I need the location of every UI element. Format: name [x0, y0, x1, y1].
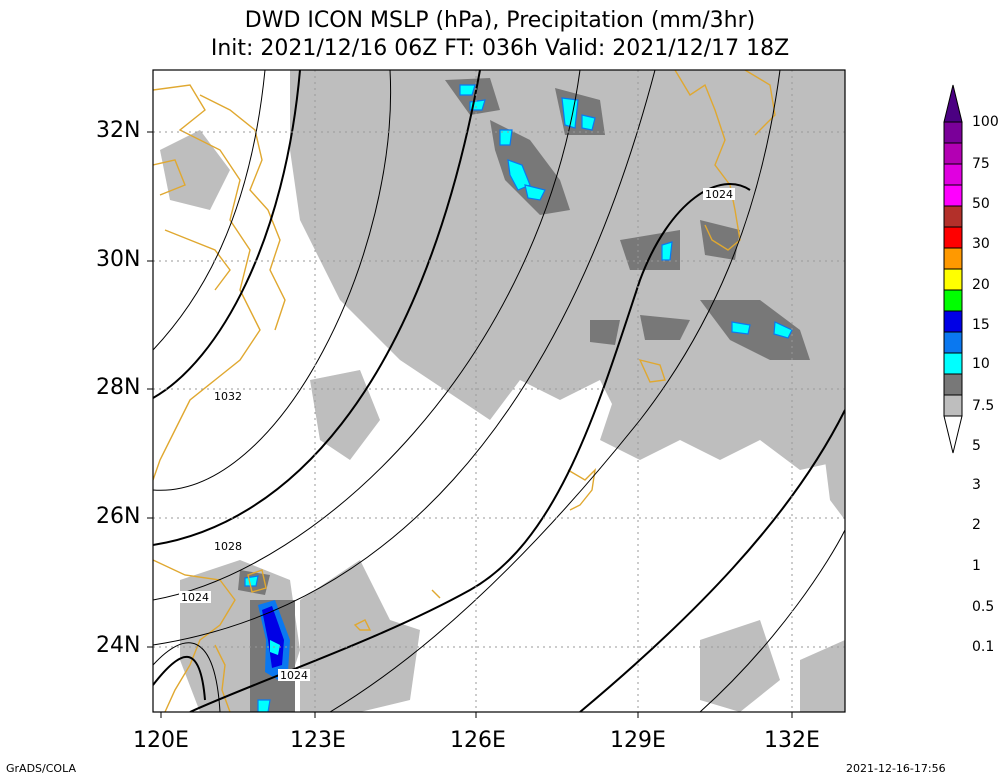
footer-credit: GrADS/COLA [6, 762, 76, 775]
isobar-label: 1024 [705, 188, 733, 201]
colorbar [943, 84, 963, 454]
lon-label: 120E [133, 728, 189, 753]
colorbar-label: 100 [972, 114, 999, 130]
lat-label: 26N [96, 504, 141, 529]
colorbar-label: 30 [972, 236, 990, 252]
colorbar-swatch [943, 205, 963, 228]
colorbar-label: 15 [972, 317, 990, 333]
colorbar-swatch [943, 352, 963, 375]
colorbar-label: 5 [972, 438, 981, 454]
colorbar-swatch [943, 121, 963, 144]
precip-blue-band [258, 600, 290, 680]
isobar-label: 1032 [214, 390, 242, 403]
footer-timestamp: 2021-12-16-17:56 [846, 762, 946, 775]
colorbar-label: 50 [972, 196, 990, 212]
colorbar-label: 0.5 [972, 599, 995, 615]
colorbar-label: 75 [972, 156, 990, 172]
lon-label: 132E [764, 728, 820, 753]
isobar-label-group: 1024 1032 1028 1024 1024 [179, 188, 735, 682]
lon-label: 129E [610, 728, 666, 753]
isobars [153, 70, 845, 712]
isobar-label: 1024 [181, 591, 209, 604]
colorbar-label: 1 [972, 558, 981, 574]
colorbar-swatch [943, 247, 963, 270]
colorbar-swatch [943, 226, 963, 249]
map-subtitle: Init: 2021/12/16 06Z FT: 036h Valid: 202… [210, 36, 790, 61]
colorbar-top-arrow [943, 84, 963, 123]
colorbar-label: 7.5 [972, 398, 995, 414]
colorbar-swatch [943, 289, 963, 312]
isobar-label: 1028 [214, 540, 242, 553]
colorbar-label: 3 [972, 477, 981, 493]
latlon-grid [153, 70, 845, 712]
colorbar-swatch [943, 268, 963, 291]
colorbar-swatch [943, 331, 963, 354]
axis-ticks [147, 131, 793, 718]
colorbar-swatch [943, 394, 963, 417]
colorbar-label: 0.1 [972, 639, 995, 655]
precip-cyan-areas [244, 84, 793, 712]
colorbar-label: 2 [972, 517, 981, 533]
colorbar-swatch [943, 310, 963, 333]
lon-label: 126E [450, 728, 506, 753]
lat-label: 24N [96, 633, 141, 658]
colorbar-label: 20 [972, 277, 990, 293]
lat-label: 28N [96, 375, 141, 400]
coastlines [153, 70, 776, 712]
colorbar-swatch [943, 373, 963, 396]
isobar-label: 1024 [280, 669, 308, 682]
colorbar-swatch [943, 142, 963, 165]
colorbar-swatch [943, 163, 963, 186]
lat-label: 32N [96, 118, 141, 143]
colorbar-swatch [943, 184, 963, 207]
colorbar-bottom-arrow [943, 415, 963, 454]
lon-label: 123E [290, 728, 346, 753]
map-title: DWD ICON MSLP (hPa), Precipitation (mm/3… [244, 8, 756, 33]
map-frame [152, 69, 846, 713]
lat-label: 30N [96, 247, 141, 272]
colorbar-label: 10 [972, 356, 990, 372]
